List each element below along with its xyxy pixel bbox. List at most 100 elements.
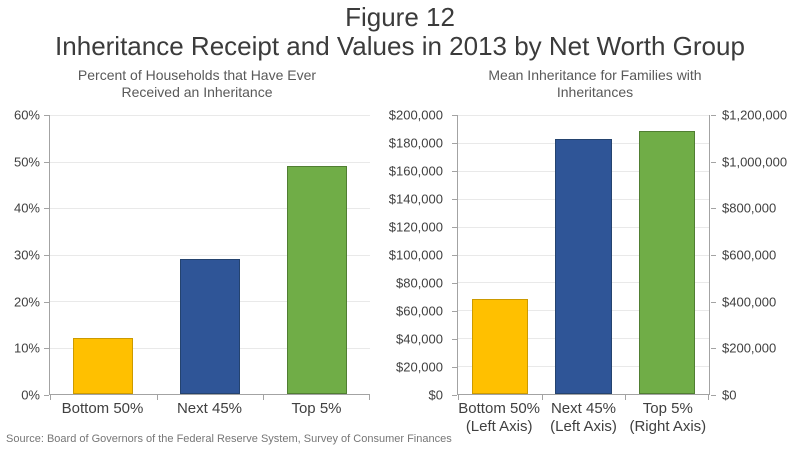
y-tick-label: $120,000 — [388, 219, 443, 235]
chart-subtitle-text: Percent of Households that Have Ever Rec… — [77, 67, 317, 100]
source-note: Source: Board of Governors of the Federa… — [6, 433, 452, 445]
category-label: Bottom 50% (Left Axis) — [457, 400, 541, 436]
y-tick-label: $80,000 — [396, 275, 443, 291]
figure-title: Figure 12 Inheritance Receipt and Values… — [0, 2, 800, 61]
y-tick-label: $100,000 — [388, 247, 443, 263]
y-tick-label: $20,000 — [396, 359, 443, 375]
y-tick-label: $180,000 — [388, 135, 443, 151]
category-label-line1: Next 45% — [550, 400, 617, 417]
chart-body: $0 $20,000 $40,000 $60,000 $80,000 $100,000 $1… — [389, 108, 794, 403]
y-tick-label: 0% — [21, 387, 40, 403]
category-label-line1: Top 5% — [291, 400, 342, 417]
y-axis-right: $0 $200,000 $400,000 $600,000 $800,000 $1,000… — [711, 108, 794, 403]
category-label: Bottom 50% — [49, 400, 156, 418]
y-axis-left: $0 $20,000 $40,000 $60,000 $80,000 $100,000 $1… — [389, 108, 457, 403]
y-tick-mark — [452, 199, 457, 200]
bar-bottom-50- — [471, 299, 528, 394]
y-tick-mark — [452, 171, 457, 172]
category-tick-mark — [458, 395, 459, 400]
y-tick-label: 50% — [13, 154, 40, 170]
gridline — [458, 115, 709, 116]
category-label: Top 5% (Right Axis) — [626, 400, 710, 436]
bar-top-5- — [286, 166, 347, 394]
y-tick-mark — [711, 348, 716, 350]
y-tick-mark — [452, 143, 457, 144]
category-tick-mark — [263, 395, 265, 400]
category-label: Next 45% — [156, 400, 263, 418]
y-tick-mark — [44, 115, 49, 116]
y-tick-mark — [711, 255, 716, 256]
category-label-line2: (Left Axis) — [550, 418, 617, 435]
gridline — [50, 161, 370, 163]
y-tick-mark — [44, 255, 49, 256]
y-tick-mark — [44, 208, 49, 210]
y-tick-mark — [452, 311, 457, 312]
category-label-line2: (Left Axis) — [465, 418, 533, 435]
category-tick-mark — [541, 395, 543, 400]
category-label-line1: Top 5% — [642, 400, 693, 417]
x-axis-labels: Bottom 50% (Left Axis) Next 45% (Left Axis)… — [457, 400, 710, 436]
gridline — [50, 208, 370, 209]
y-tick-label: $200,000 — [388, 107, 443, 123]
y-tick-mark — [711, 395, 716, 396]
y-tick-mark — [452, 227, 457, 228]
category-tick-mark — [50, 395, 51, 400]
bar-next-45- — [555, 138, 612, 394]
bar-bottom-50- — [73, 338, 134, 394]
y-tick-mark — [452, 367, 457, 368]
y-axis-left: 0% 10% 20% 30% 40% 50% 60% — [8, 108, 49, 403]
category-label-line1: Next 45% — [176, 400, 243, 417]
category-label-line1: Bottom 50% — [458, 400, 541, 417]
y-tick-label: 30% — [13, 247, 40, 263]
y-tick-mark — [452, 283, 457, 284]
y-tick-label: $1,000,000 — [722, 154, 788, 170]
plot-area — [457, 115, 710, 400]
y-tick-label: $0 — [722, 387, 737, 403]
y-tick-label: $140,000 — [388, 191, 443, 207]
plot-area — [49, 115, 370, 400]
y-tick-label: $600,000 — [722, 247, 777, 263]
x-axis-labels: Bottom 50% Next 45% Top 5% — [49, 400, 370, 418]
y-tick-label: $160,000 — [388, 163, 443, 179]
y-tick-mark — [44, 161, 49, 163]
category-tick-mark — [369, 395, 370, 400]
y-tick-mark — [44, 301, 49, 303]
category-tick-mark — [625, 395, 627, 400]
chart-subtitle-text: Mean Inheritance for Families with Inher… — [488, 67, 702, 100]
chart-percent-households: Percent of Households that Have Ever Rec… — [8, 66, 386, 418]
y-tick-mark — [711, 301, 716, 303]
gridline — [50, 254, 370, 256]
y-tick-label: $60,000 — [396, 303, 443, 319]
category-label-line1: Bottom 50% — [61, 400, 144, 417]
chart-subtitle: Percent of Households that Have Ever Rec… — [8, 66, 386, 115]
category-tick-mark — [708, 395, 709, 400]
y-tick-mark — [452, 115, 457, 116]
category-label: Top 5% — [263, 400, 370, 418]
y-tick-label: $0 — [428, 387, 443, 403]
category-label-line2: (Right Axis) — [629, 418, 707, 435]
chart-body: 0% 10% 20% 30% 40% 50% 60% — [8, 108, 386, 403]
figure-number: Figure 12 — [345, 2, 455, 32]
category-tick-mark — [156, 395, 158, 400]
y-tick-mark — [452, 395, 457, 396]
y-tick-label: $400,000 — [722, 294, 777, 310]
bar-top-5- — [639, 131, 696, 394]
y-tick-label: $800,000 — [722, 200, 777, 216]
y-tick-mark — [452, 255, 457, 256]
bar-next-45- — [180, 259, 240, 394]
y-tick-label: 60% — [13, 107, 40, 123]
category-label: Next 45% (Left Axis) — [541, 400, 625, 436]
y-tick-label: 40% — [13, 200, 40, 216]
y-tick-label: $1,200,000 — [722, 107, 788, 123]
y-tick-label: 10% — [13, 340, 40, 356]
y-tick-mark — [711, 161, 716, 163]
y-tick-label: 20% — [13, 294, 40, 310]
y-tick-mark — [711, 208, 716, 210]
y-tick-mark — [44, 395, 49, 396]
gridline — [50, 115, 370, 116]
y-tick-mark — [452, 339, 457, 340]
y-tick-mark — [44, 348, 49, 350]
figure-caption: Inheritance Receipt and Values in 2013 b… — [55, 31, 745, 61]
chart-mean-inheritance: Mean Inheritance for Families with Inher… — [389, 66, 794, 436]
